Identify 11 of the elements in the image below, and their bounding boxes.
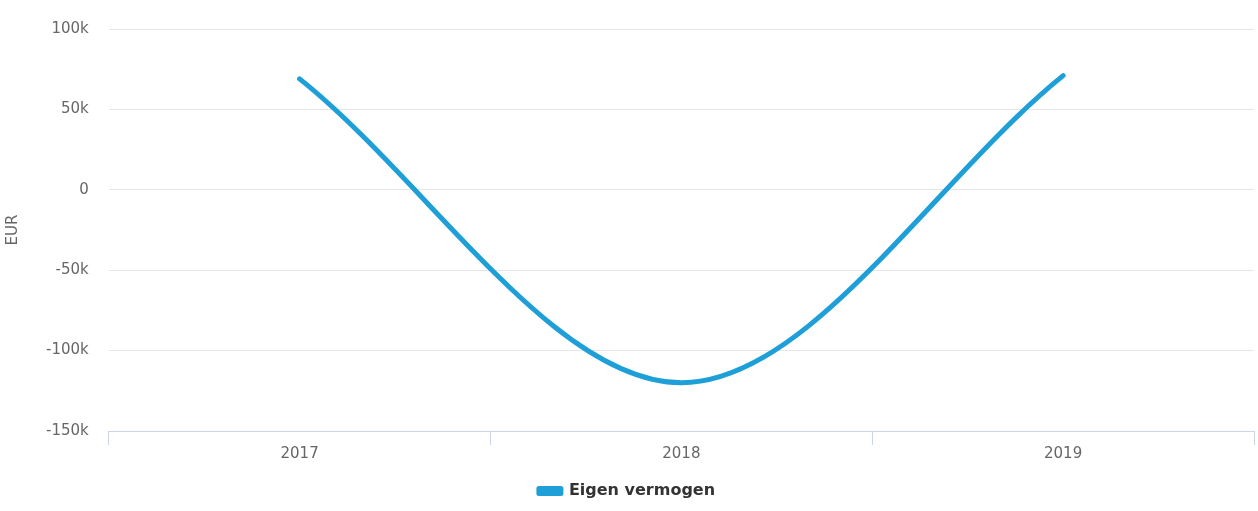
legend-label: Eigen vermogen <box>568 480 716 500</box>
y-tick-label: -100k <box>46 340 90 359</box>
x-tick-label: 2019 <box>1044 443 1083 462</box>
y-tick-label: -150k <box>46 420 90 439</box>
y-tick-label: 100k <box>51 18 90 37</box>
y-axis-title: EUR <box>2 214 21 246</box>
y-tick-label: 0 <box>79 179 89 198</box>
y-tick-label: -50k <box>55 260 90 279</box>
y-tick-label: 50k <box>60 99 90 118</box>
x-tick-label: 2018 <box>662 443 701 462</box>
x-tick-label: 2017 <box>280 443 319 462</box>
